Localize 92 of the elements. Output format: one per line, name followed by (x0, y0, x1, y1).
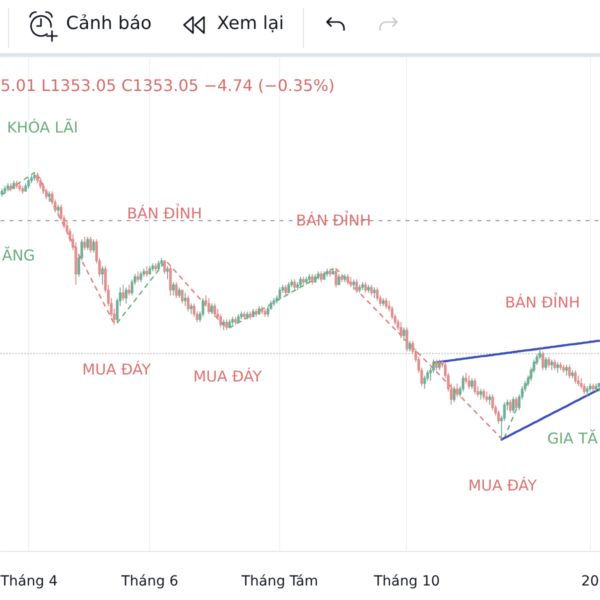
candlestick (140, 270, 142, 283)
candlestick (547, 356, 550, 368)
candlestick (514, 396, 518, 411)
candlestick (364, 282, 367, 294)
candlestick (352, 278, 356, 291)
candlestick (452, 386, 456, 403)
candlestick (568, 364, 571, 379)
annotation: BÁN ĐỈNH (504, 292, 580, 312)
candlestick (172, 282, 175, 296)
candlestick (122, 284, 124, 302)
candlestick (370, 284, 373, 296)
ref-line-label: BÁN ĐỈNH (296, 210, 372, 230)
text: Xem lại (217, 13, 284, 35)
candlestick (83, 236, 86, 251)
candlestick (553, 359, 556, 371)
candlestick (213, 302, 216, 318)
candlestick (456, 383, 458, 398)
candlestick (334, 268, 338, 288)
candlestick (349, 276, 352, 288)
candlestick (48, 190, 51, 202)
candlestick (384, 298, 388, 310)
candlestick (225, 318, 228, 331)
candlestick (438, 359, 441, 371)
candlestick (338, 274, 340, 286)
candlestick (145, 266, 148, 278)
candlestick (512, 396, 515, 414)
annotation: GIA TĂ (547, 428, 598, 448)
candlestick (184, 292, 187, 307)
text: KHÓA LÃI (6, 118, 78, 136)
candlestick (556, 362, 559, 374)
candlestick (542, 350, 544, 371)
candlestick (163, 260, 166, 275)
candlestick (92, 238, 95, 254)
candlestick (210, 302, 214, 315)
x-tick-label: Tháng 10 (372, 574, 440, 590)
candlestick (311, 274, 314, 286)
candlestick (166, 266, 169, 280)
candlestick (190, 302, 192, 315)
text: MUA ĐÁY (468, 476, 538, 494)
candlestick (284, 284, 288, 296)
candlestick (266, 306, 270, 318)
candlestick (124, 286, 128, 304)
candlestick (157, 260, 160, 272)
candlestick (299, 276, 302, 288)
candlestick (346, 274, 350, 286)
candlestick (293, 278, 296, 291)
candlestick (482, 388, 486, 400)
candlestick (86, 236, 90, 251)
candlestick (320, 270, 322, 283)
candlestick (186, 294, 190, 312)
text: 5.01 L1353.05 C1353.05 −4.74 (−0.35%) (0, 76, 335, 95)
annotation: MUA ĐÁY (193, 368, 263, 386)
candlestick (222, 318, 225, 331)
candlestick (208, 298, 210, 315)
candlestick (470, 378, 474, 390)
candlestick (435, 359, 438, 371)
candlestick (565, 364, 568, 376)
candlestick (400, 322, 402, 339)
candlestick (287, 282, 290, 294)
candlestick (474, 378, 476, 395)
candlestick (101, 266, 104, 286)
candlestick (56, 204, 60, 216)
candlestick (574, 370, 577, 384)
candlestick (178, 286, 181, 299)
candlestick (355, 278, 358, 294)
candlestick (550, 359, 554, 371)
candlestick (89, 236, 92, 254)
candlestick (468, 375, 470, 390)
candlestick (408, 340, 412, 352)
candlestick (586, 386, 589, 398)
candlestick (27, 177, 30, 190)
annotation: BÁN ĐỈNH (126, 204, 202, 222)
candlestick (544, 356, 548, 371)
candlestick (169, 266, 172, 296)
candlestick (509, 399, 512, 414)
text: Cảnh báo (66, 13, 152, 35)
candlestick (479, 388, 482, 400)
annotation: MUA ĐÁY (82, 360, 152, 378)
candlestick (136, 270, 140, 283)
candlestick (402, 326, 406, 342)
candlestick (406, 326, 408, 352)
candlestick (488, 394, 491, 406)
candlestick (373, 286, 376, 299)
candlestick (180, 290, 184, 304)
candlestick (485, 391, 488, 403)
annotation: ĂNG (2, 246, 36, 264)
x-tick-label: Tháng 6 (120, 574, 178, 590)
x-tick-label: 20 (581, 574, 600, 590)
x-tick-label: Tháng 4 (0, 574, 58, 590)
candlestick (128, 284, 130, 296)
x-tick-label: Tháng Tám (240, 574, 318, 590)
candlestick (175, 282, 178, 299)
